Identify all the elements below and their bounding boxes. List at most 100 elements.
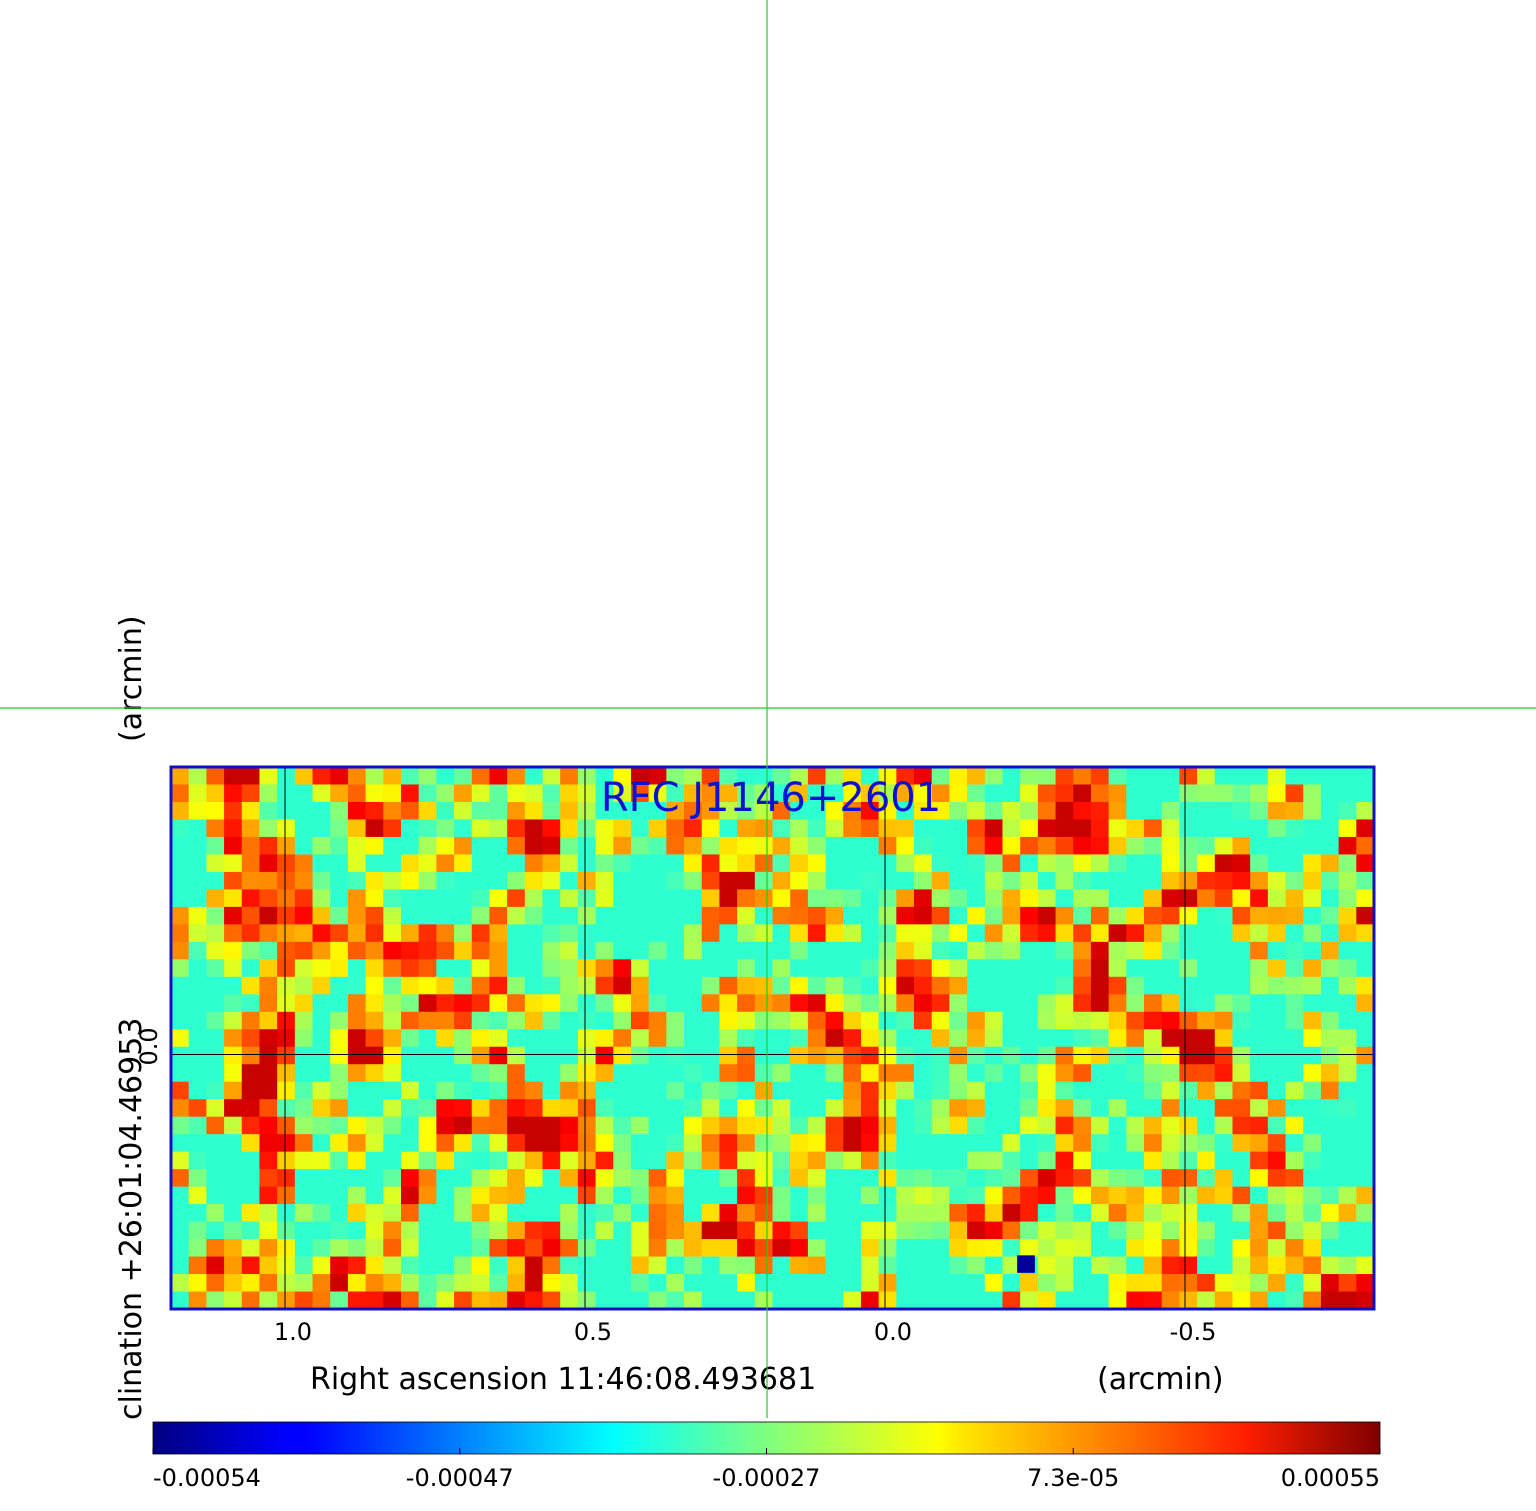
heatmap-pixel xyxy=(648,1221,667,1240)
heatmap-pixel xyxy=(277,819,296,838)
heatmap-pixel xyxy=(330,819,349,838)
heatmap-pixel xyxy=(790,1221,809,1240)
heatmap-pixel xyxy=(1020,836,1039,856)
heatmap-pixel xyxy=(860,941,880,960)
heatmap-pixel xyxy=(984,889,1004,908)
heatmap-pixel xyxy=(914,767,933,786)
heatmap-pixel xyxy=(206,959,225,978)
heatmap-pixel xyxy=(984,1239,1004,1258)
heatmap-pixel xyxy=(224,1204,243,1223)
heatmap-pixel xyxy=(436,1151,455,1170)
heatmap-pixel xyxy=(949,959,968,978)
heatmap-pixel xyxy=(914,1134,933,1153)
heatmap-pixel xyxy=(1144,1064,1163,1083)
heatmap-pixel xyxy=(701,1064,721,1083)
heatmap-pixel xyxy=(1144,1169,1163,1188)
heatmap-pixel xyxy=(1232,889,1251,908)
heatmap-pixel xyxy=(1320,819,1340,838)
heatmap-pixel xyxy=(1037,1239,1057,1258)
heatmap-pixel xyxy=(1338,1081,1357,1100)
heatmap-pixel xyxy=(684,1011,703,1030)
heatmap-pixel xyxy=(524,1186,544,1205)
heatmap-pixel xyxy=(666,1204,685,1223)
heatmap-pixel xyxy=(719,1064,738,1083)
heatmap-pixel xyxy=(949,1099,968,1118)
heatmap-pixel xyxy=(241,836,261,856)
heatmap-pixel xyxy=(1108,924,1127,943)
heatmap-pixel xyxy=(524,854,544,873)
heatmap-pixel xyxy=(507,1256,526,1275)
heatmap-pixel xyxy=(1214,1064,1234,1083)
heatmap-pixel xyxy=(294,1169,314,1188)
heatmap-pixel xyxy=(1285,871,1304,890)
heatmap-pixel xyxy=(171,784,190,803)
heatmap-pixel xyxy=(595,1239,614,1258)
heatmap-pixel xyxy=(188,924,207,943)
heatmap-pixel xyxy=(1214,801,1234,821)
heatmap-pixel xyxy=(1197,1081,1216,1100)
heatmap-pixel xyxy=(507,959,526,978)
heatmap-pixel xyxy=(701,1134,721,1153)
heatmap-pixel xyxy=(206,994,225,1013)
heatmap-pixel xyxy=(489,1221,508,1240)
heatmap-pixel xyxy=(878,994,897,1013)
heatmap-pixel xyxy=(719,1274,738,1293)
heatmap-pixel xyxy=(1161,1221,1180,1240)
heatmap-pixel xyxy=(241,819,261,838)
heatmap-pixel xyxy=(772,889,791,908)
heatmap-pixel xyxy=(1285,1099,1304,1118)
heatmap-pixel xyxy=(914,976,933,995)
heatmap-pixel xyxy=(418,959,437,978)
heatmap-pixel xyxy=(666,1046,685,1065)
heatmap-pixel xyxy=(1320,994,1340,1013)
heatmap-pixel xyxy=(1126,1064,1145,1083)
heatmap-pixel xyxy=(984,1046,1004,1065)
heatmap-pixel xyxy=(524,1064,544,1083)
heatmap-pixel xyxy=(507,784,526,803)
heatmap-pixel xyxy=(1338,801,1357,821)
heatmap-pixel xyxy=(790,1239,809,1258)
heatmap-pixel xyxy=(400,889,420,908)
heatmap-pixel xyxy=(1197,959,1216,978)
heatmap-pixel xyxy=(1002,1046,1021,1065)
heatmap-pixel xyxy=(701,1099,721,1118)
heatmap-pixel xyxy=(595,1221,614,1240)
heatmap-pixel xyxy=(347,1274,367,1293)
heatmap-pixel xyxy=(931,836,951,856)
heatmap-pixel xyxy=(542,767,561,786)
heatmap-pixel xyxy=(224,1274,243,1293)
heatmap-pixel xyxy=(825,976,844,995)
heatmap-pixel xyxy=(507,819,526,838)
heatmap-pixel xyxy=(1285,1169,1304,1188)
heatmap-pixel xyxy=(1090,1221,1110,1240)
heatmap-pixel xyxy=(1267,959,1287,978)
heatmap-pixel xyxy=(383,1011,402,1030)
heatmap-pixel xyxy=(630,1291,650,1309)
heatmap-pixel xyxy=(825,1099,844,1118)
heatmap-pixel xyxy=(241,1186,261,1205)
heatmap-pixel xyxy=(418,784,437,803)
heatmap-pixel xyxy=(436,801,455,821)
heatmap-pixel xyxy=(931,871,951,890)
heatmap-pixel xyxy=(790,854,809,873)
heatmap-pixel xyxy=(277,1239,296,1258)
heatmap-pixel xyxy=(914,871,933,890)
heatmap-pixel xyxy=(188,1151,207,1170)
heatmap-pixel xyxy=(1037,1099,1057,1118)
heatmap-pixel xyxy=(1214,1081,1234,1100)
heatmap-pixel xyxy=(347,1064,367,1083)
heatmap-pixel xyxy=(1197,1291,1216,1309)
heatmap-pixel xyxy=(347,1081,367,1100)
heatmap-pixel xyxy=(843,1064,862,1083)
heatmap-pixel xyxy=(489,836,508,856)
colorbar-tick-label: -0.00047 xyxy=(406,1464,514,1492)
heatmap-pixel xyxy=(241,906,261,925)
heatmap-pixel xyxy=(1214,959,1234,978)
heatmap-pixel xyxy=(843,906,862,925)
heatmap-pixel xyxy=(1073,784,1092,803)
heatmap-pixel xyxy=(294,976,314,995)
heatmap-pixel xyxy=(1037,1186,1057,1205)
heatmap-pixel xyxy=(454,871,473,890)
heatmap-pixel xyxy=(1144,1011,1163,1030)
heatmap-pixel xyxy=(595,889,614,908)
